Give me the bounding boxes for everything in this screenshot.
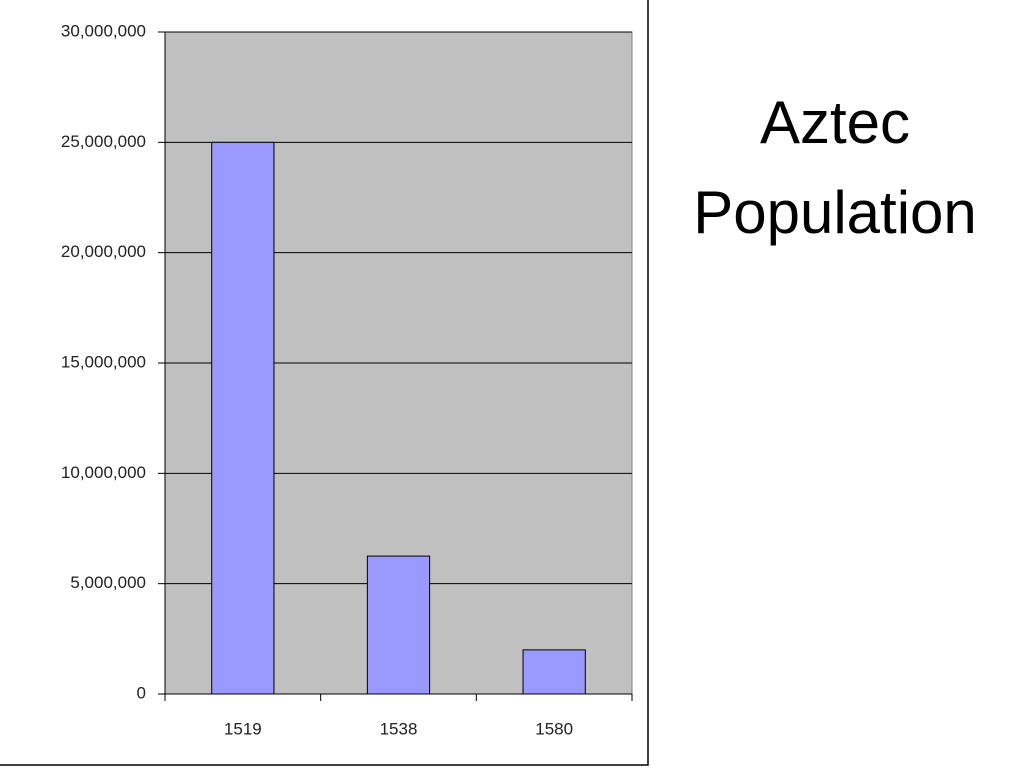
bar	[522, 649, 586, 695]
y-tick-label: 25,000,000	[61, 132, 146, 151]
y-tick-label: 30,000,000	[61, 21, 146, 40]
y-tick-label: 20,000,000	[61, 242, 146, 261]
x-tick-label: 1519	[224, 719, 262, 738]
y-tick-label: 5,000,000	[70, 573, 146, 592]
chart-title: Aztec Population	[693, 89, 977, 246]
x-tick-label: 1580	[535, 719, 573, 738]
y-tick-label: 0	[137, 683, 146, 702]
x-tick-label: 1538	[380, 719, 418, 738]
y-tick-label: 10,000,000	[61, 463, 146, 482]
bar	[366, 555, 431, 695]
bar	[211, 141, 275, 695]
y-tick-label: 15,000,000	[61, 352, 146, 371]
